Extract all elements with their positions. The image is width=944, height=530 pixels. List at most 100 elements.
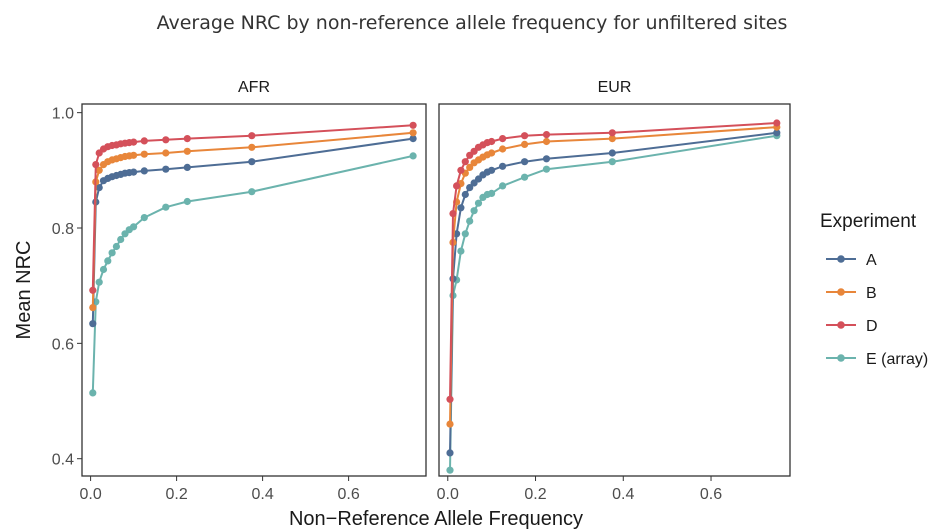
data-point-eur-e-array: [521, 173, 529, 181]
data-point-eur-a: [542, 155, 551, 163]
x-tick-label: 0.2: [524, 486, 546, 503]
data-point-eur-d: [457, 166, 465, 174]
panel-border-afr: [81, 103, 427, 477]
y-tick-label: 0.8: [52, 221, 74, 238]
data-point-eur-a: [466, 184, 474, 192]
series-line-eur-e-array: [449, 134, 777, 471]
data-point-afr-d: [92, 161, 100, 169]
data-point-afr-e-array: [117, 235, 125, 244]
data-point-eur-b: [466, 163, 474, 171]
data-point-afr-d: [162, 136, 170, 144]
data-point-afr-e-array: [409, 152, 417, 160]
data-point-eur-d: [608, 129, 616, 137]
data-point-afr-b: [409, 129, 417, 137]
data-point-afr-e-array: [112, 242, 120, 251]
data-point-afr-b: [183, 147, 191, 155]
legend-label-a: A: [866, 252, 877, 269]
data-point-afr-d: [183, 135, 191, 143]
data-point-afr-e-array: [140, 214, 148, 222]
x-tick-label: 0.0: [437, 486, 459, 503]
x-tick-label: 0.4: [612, 486, 634, 503]
data-point-eur-d: [461, 158, 469, 166]
x-tick-label: 0.6: [700, 486, 722, 503]
data-point-afr-a: [140, 167, 148, 175]
data-point-eur-a: [499, 162, 507, 170]
data-point-afr-a: [409, 135, 417, 143]
data-point-eur-d: [453, 182, 461, 190]
data-point-eur-b: [521, 140, 529, 148]
series-line-eur-b: [449, 126, 777, 425]
data-point-eur-a: [461, 190, 469, 199]
data-point-afr-e-array: [89, 389, 97, 397]
data-point-afr-b: [130, 151, 138, 159]
x-tick-label: 0.6: [337, 486, 359, 503]
data-point-eur-e-array: [446, 466, 454, 474]
data-point-afr-d: [409, 121, 417, 129]
page-title: Average NRC by non-reference allele freq…: [156, 12, 788, 34]
data-point-afr-e-array: [130, 223, 138, 231]
legend-key-dot-e-array: [837, 354, 845, 362]
data-point-eur-e-array: [457, 247, 465, 255]
data-point-eur-b: [446, 420, 454, 428]
data-point-eur-b: [608, 135, 616, 143]
data-point-afr-a: [95, 184, 103, 192]
x-tick-label: 0.2: [165, 486, 187, 503]
data-point-afr-e-array: [95, 278, 103, 286]
x-tick-label: 0.0: [79, 486, 101, 503]
legend-label-b: B: [866, 285, 877, 302]
data-point-eur-d: [773, 119, 781, 127]
facet-label-afr: AFR: [238, 79, 270, 96]
x-tick-label: 0.4: [251, 486, 273, 503]
legend-key-dot-d: [837, 321, 845, 329]
data-point-eur-e-array: [466, 217, 474, 225]
data-point-afr-d: [89, 286, 97, 294]
series-line-eur-a: [449, 131, 777, 453]
data-point-eur-d: [521, 132, 529, 140]
data-point-eur-e-array: [499, 182, 507, 190]
legend-label-e-array: E (array): [866, 351, 928, 368]
data-point-afr-a: [248, 158, 256, 166]
data-point-eur-b: [488, 149, 496, 157]
data-point-afr-b: [140, 150, 148, 158]
data-point-afr-a: [162, 165, 170, 173]
data-point-eur-a: [773, 129, 781, 137]
data-point-afr-b: [162, 149, 170, 157]
data-point-afr-e-array: [248, 188, 256, 196]
data-point-eur-b: [499, 145, 507, 153]
data-point-afr-e-array: [104, 257, 112, 265]
data-point-afr-a: [130, 168, 138, 176]
data-point-eur-e-array: [474, 199, 483, 207]
data-point-eur-e-array: [608, 158, 616, 166]
data-point-eur-a: [608, 149, 616, 157]
legend-label-d: D: [866, 318, 878, 335]
facet-label-eur: EUR: [598, 79, 632, 96]
data-point-afr-d: [130, 138, 138, 146]
data-point-afr-e-array: [183, 197, 191, 206]
data-point-eur-d: [499, 135, 507, 143]
data-point-eur-a: [446, 449, 454, 457]
panel-border-eur: [438, 103, 791, 477]
data-point-afr-e-array: [99, 265, 108, 274]
data-point-eur-a: [457, 204, 465, 212]
data-point-afr-b: [95, 166, 103, 174]
data-point-eur-e-array: [470, 207, 478, 215]
data-point-afr-e-array: [162, 203, 170, 211]
data-point-afr-d: [248, 132, 256, 140]
data-point-eur-d: [488, 137, 496, 146]
legend-title: Experiment: [820, 211, 917, 232]
data-point-afr-e-array: [108, 249, 116, 257]
data-point-afr-a: [89, 320, 97, 328]
y-axis-title: Mean NRC: [13, 241, 35, 340]
data-point-eur-a: [488, 166, 496, 174]
legend-key-dot-a: [837, 255, 845, 263]
data-point-eur-d: [542, 131, 551, 139]
data-point-eur-e-array: [488, 189, 496, 197]
data-point-eur-d: [449, 210, 457, 218]
y-tick-label: 0.6: [52, 336, 74, 353]
data-point-eur-e-array: [461, 230, 469, 238]
data-point-eur-e-array: [542, 165, 551, 173]
data-point-afr-d: [140, 137, 148, 145]
data-point-eur-a: [521, 158, 529, 166]
y-tick-label: 1.0: [52, 106, 74, 123]
